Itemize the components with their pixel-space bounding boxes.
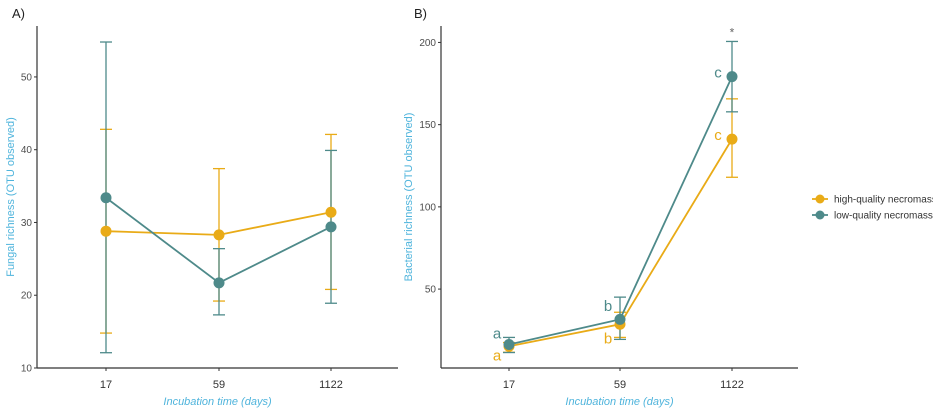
y-tick-label: 40 <box>21 145 33 156</box>
significance-asterisk: * <box>730 25 735 39</box>
significance-letter: a <box>493 325 502 342</box>
data-point <box>213 229 225 241</box>
x-axis-title: Incubation time (days) <box>163 396 272 408</box>
significance-letter: b <box>604 298 612 315</box>
y-tick-label: 10 <box>21 364 33 375</box>
legend-label: high-quality necromass <box>834 195 933 206</box>
data-point <box>325 206 337 218</box>
x-tick-label: 17 <box>503 379 515 391</box>
y-tick-label: 50 <box>425 285 437 296</box>
legend-item-high: high-quality necromass <box>812 194 933 206</box>
data-point <box>213 277 225 289</box>
panel-a: A) 10 20 30 40 50 17 59 1122 Incubation time (day… <box>5 6 398 408</box>
data-point <box>325 221 337 233</box>
legend-marker <box>815 194 825 204</box>
x-tick-label: 1122 <box>720 379 744 391</box>
data-point <box>503 338 515 350</box>
significance-letter: c <box>714 127 722 144</box>
legend-item-low: low-quality necromass <box>812 210 933 222</box>
data-point <box>100 225 112 237</box>
y-tick-label: 200 <box>419 38 436 49</box>
y-tick-label: 20 <box>21 291 33 302</box>
x-tick-label: 59 <box>614 379 626 391</box>
x-axis-title: Incubation time (days) <box>565 396 674 408</box>
panel-label: B) <box>414 6 427 21</box>
y-tick-label: 150 <box>419 120 436 131</box>
y-tick-label: 100 <box>419 202 436 213</box>
y-tick-label: 30 <box>21 218 33 229</box>
significance-letter: b <box>604 330 612 347</box>
x-tick-label: 59 <box>213 379 225 391</box>
y-axis-title: Fungal richness (OTU observed) <box>5 117 17 277</box>
legend: high-quality necromass low-quality necrom… <box>812 194 933 222</box>
panel-b: B) 50 100 150 200 17 59 1122 Incubation time (da… <box>403 6 798 408</box>
x-tick-label: 1122 <box>319 379 343 391</box>
y-axis-title: Bacterial richness (OTU observed) <box>403 113 415 282</box>
legend-marker <box>815 210 825 220</box>
y-tick-label: 50 <box>21 72 33 83</box>
data-point <box>100 192 112 204</box>
significance-letter: a <box>493 347 502 364</box>
series-low <box>503 40 738 354</box>
data-point <box>614 313 626 325</box>
legend-label: low-quality necromass <box>834 211 933 222</box>
panel-label: A) <box>12 6 25 21</box>
data-point <box>726 71 738 83</box>
x-tick-label: 17 <box>100 379 112 391</box>
data-point <box>726 133 738 145</box>
significance-letter: c <box>714 65 722 82</box>
